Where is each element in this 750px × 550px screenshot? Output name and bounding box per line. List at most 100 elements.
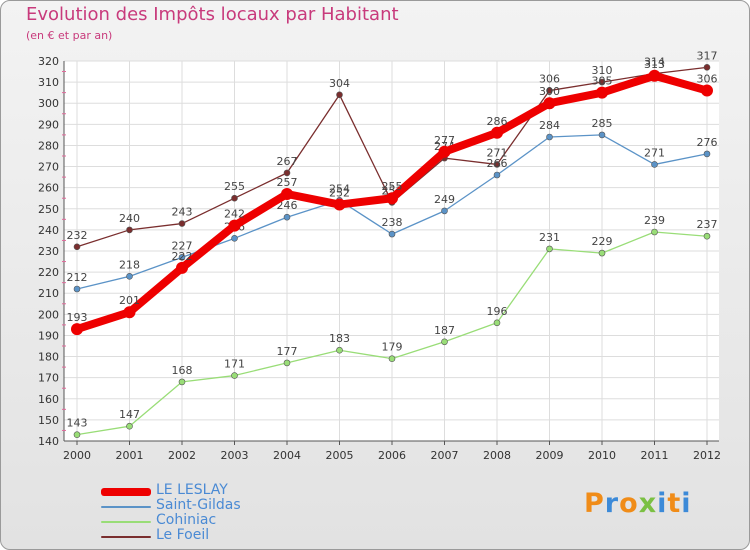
legend-swatch: [101, 521, 151, 523]
y-tick-label: 150: [38, 414, 59, 427]
data-point: [438, 145, 451, 158]
y-tick-label: 310: [38, 76, 59, 89]
data-label: 271: [487, 146, 508, 159]
data-point: [336, 91, 343, 99]
y-tick-label: 190: [38, 329, 59, 342]
data-point: [231, 372, 238, 379]
legend-label: LE LESLAY: [156, 482, 228, 498]
x-tick-label: 2005: [326, 449, 354, 462]
data-label: 285: [592, 117, 613, 130]
legend-swatch: [101, 488, 151, 496]
data-point: [73, 243, 81, 251]
data-point: [71, 323, 83, 336]
data-point: [703, 232, 711, 240]
data-label: 171: [224, 358, 245, 371]
data-point: [388, 230, 396, 238]
y-tick-label: 250: [38, 203, 59, 216]
data-point: [283, 359, 291, 367]
data-point: [73, 285, 81, 293]
legend-label: Le Foeil: [156, 527, 210, 543]
data-label: 304: [329, 77, 350, 90]
data-point: [493, 161, 501, 168]
data-point: [123, 306, 136, 319]
data-point: [386, 192, 398, 205]
data-label: 177: [277, 345, 298, 358]
data-label: 168: [172, 364, 193, 377]
data-point: [178, 220, 186, 227]
y-tick-label: 160: [38, 393, 59, 406]
data-label: 249: [434, 193, 455, 206]
data-label: 242: [224, 208, 245, 221]
data-point: [441, 207, 448, 215]
x-tick-label: 2010: [588, 449, 616, 462]
data-label: 317: [697, 49, 718, 62]
data-point: [491, 126, 503, 139]
data-label: 314: [644, 56, 665, 69]
data-label: 222: [172, 250, 193, 263]
y-tick-label: 280: [38, 139, 59, 152]
data-point: [703, 64, 711, 71]
data-point: [333, 198, 346, 211]
data-point: [493, 171, 501, 179]
data-label: 246: [277, 199, 298, 212]
legend-swatch: [101, 536, 151, 538]
data-point: [701, 84, 713, 97]
logo-letter: x: [638, 488, 658, 519]
y-tick-label: 180: [38, 351, 59, 364]
data-point: [596, 86, 608, 99]
data-label: 187: [434, 324, 455, 337]
chart-title: Evolution des Impôts locaux par Habitant: [26, 4, 399, 25]
data-point: [336, 346, 343, 354]
y-tick-label: 300: [38, 97, 59, 110]
logo-letter: P: [584, 488, 605, 519]
x-tick-label: 2008: [483, 449, 511, 462]
y-tick-label: 320: [38, 55, 59, 68]
data-label: 196: [487, 305, 508, 318]
data-label: 300: [539, 85, 560, 98]
legend-label: Saint-Gildas: [156, 497, 241, 513]
data-point: [651, 228, 658, 236]
x-tick-label: 2009: [536, 449, 564, 462]
data-label: 179: [382, 341, 403, 354]
data-label: 305: [592, 75, 613, 88]
data-label: 183: [329, 332, 350, 345]
data-point: [283, 213, 291, 221]
x-tick-label: 2003: [221, 449, 249, 462]
logo-letter: t: [667, 488, 682, 519]
data-label: 240: [119, 212, 140, 225]
logo-letter: i: [657, 488, 668, 519]
data-label: 313: [644, 58, 665, 71]
y-tick-label: 220: [38, 266, 59, 279]
chart-subtitle: (en € et par an): [26, 29, 113, 42]
data-point: [648, 69, 661, 82]
data-point: [703, 150, 711, 158]
data-label: 306: [697, 73, 718, 86]
data-point: [228, 219, 241, 232]
data-label: 255: [382, 180, 403, 193]
data-point: [126, 226, 133, 234]
data-point: [651, 161, 658, 168]
data-point: [388, 355, 396, 362]
data-point: [73, 431, 81, 438]
data-point: [493, 319, 501, 327]
y-tick-label: 270: [38, 161, 59, 174]
data-label: 237: [697, 218, 718, 231]
x-tick-label: 2012: [693, 449, 721, 462]
data-point: [543, 97, 556, 110]
x-tick-label: 2007: [431, 449, 459, 462]
data-label: 229: [592, 235, 613, 248]
data-label: 277: [434, 134, 455, 147]
data-point: [598, 249, 606, 257]
data-label: 266: [487, 157, 508, 170]
data-label: 252: [329, 187, 350, 200]
legend-swatch: [101, 506, 151, 508]
y-tick-label: 140: [38, 435, 59, 448]
proxiti-logo: Proxiti: [584, 488, 692, 519]
data-label: 310: [592, 64, 613, 77]
data-point: [231, 194, 238, 202]
data-point: [283, 169, 291, 177]
y-tick-label: 210: [38, 287, 59, 300]
data-label: 267: [277, 155, 298, 168]
data-point: [546, 87, 553, 94]
